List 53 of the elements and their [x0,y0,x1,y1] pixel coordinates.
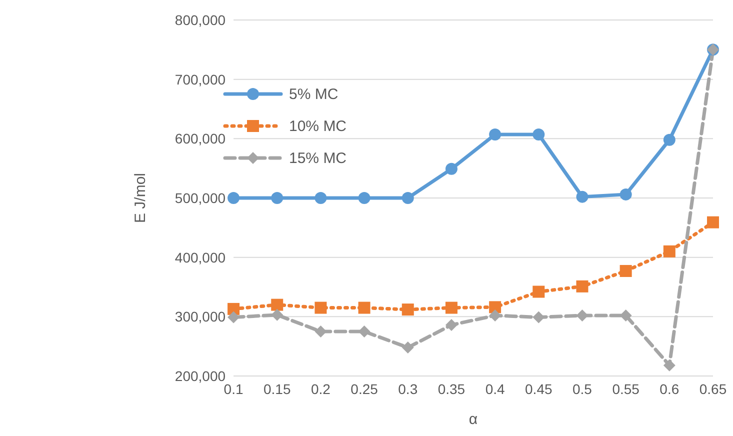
point [663,359,676,372]
x-tick-label: 0.35 [438,380,466,397]
point [445,318,458,331]
x-tick-label: 0.4 [485,380,505,397]
y-axis-title: E J/mol [132,172,149,224]
x-tick-label: 0.5 [572,380,592,397]
point [402,192,414,204]
legend-label: 15% MC [289,150,347,166]
point [445,302,458,314]
point [228,311,240,324]
x-axis-title: α [468,411,478,428]
point [358,192,370,204]
point [489,301,502,314]
x-tick-label: 0.1 [224,380,244,397]
y-tick-label: 400,000 [174,249,226,266]
point [228,192,240,204]
point [402,304,414,316]
x-tick-label: 0.55 [612,380,640,397]
point [228,302,240,315]
point [489,128,502,141]
point [445,162,458,175]
point [532,311,545,324]
point [271,308,284,321]
point [576,280,588,292]
point [314,192,327,204]
x-tick-label: 0.3 [398,380,418,397]
x-tick-label: 0.15 [263,380,291,397]
y-tick-label: 600,000 [174,130,226,147]
point [707,216,719,228]
y-tick-label: 500,000 [174,190,226,206]
x-tick-label: 0.25 [350,380,378,397]
point [620,264,632,277]
point [314,302,327,314]
point [271,298,284,311]
point [576,190,588,203]
legend-label: 5% MC [289,86,338,102]
x-tick-label: 0.45 [525,380,552,397]
y-tick-label: 200,000 [174,368,226,384]
point [532,286,545,298]
point [532,128,545,141]
y-tick-label: 300,000 [174,308,226,325]
x-tick-label: 0.65 [699,380,727,397]
point [358,302,370,314]
point [663,245,676,258]
point [620,188,632,200]
y-tick-label: 700,000 [174,71,226,88]
x-tick-label: 0.6 [660,380,680,397]
x-tick-label: 0.2 [310,380,331,397]
point [402,342,414,354]
point [663,134,676,146]
legend-label: 10% MC [289,118,347,134]
point [271,192,284,204]
y-tick-label: 800,000 [174,12,226,28]
